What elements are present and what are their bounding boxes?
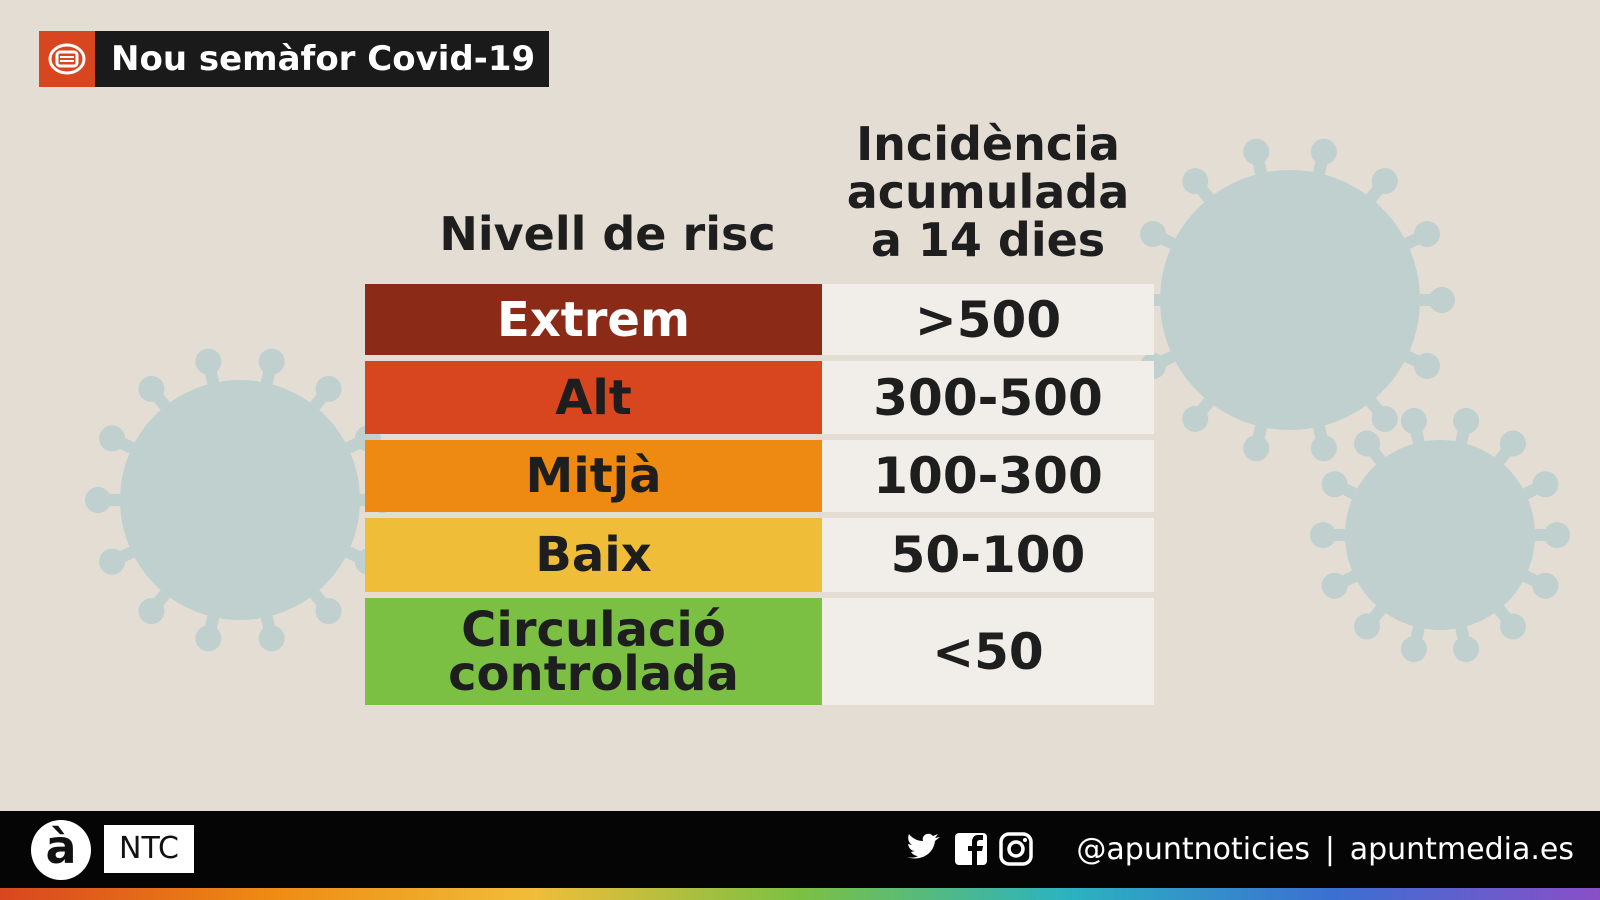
twitter-icon[interactable]: [907, 833, 940, 859]
virus-part: [195, 625, 222, 652]
virus-part: [258, 625, 285, 652]
virus-part: [1310, 435, 1337, 462]
virus-part: [1499, 430, 1526, 457]
virus-part: [1354, 613, 1381, 640]
virus-part: [1310, 522, 1336, 548]
virus-part: [1400, 636, 1427, 663]
column-header: Incidència acumulada a 14 dies: [846, 117, 1130, 267]
mask-icon: [39, 31, 95, 87]
incidence-range: 300-500: [822, 361, 1154, 434]
social-icons: [907, 832, 1033, 866]
virus-part: [99, 425, 126, 452]
instagram-icon[interactable]: [999, 832, 1033, 866]
title-box: Nou semàfor Covid-19: [39, 31, 550, 87]
incidence-range: 50-100: [822, 518, 1154, 592]
virus-part: [1532, 572, 1559, 599]
rainbow-strip: [0, 888, 1600, 900]
virus-part: [1345, 440, 1535, 630]
virus-part: [1160, 170, 1420, 430]
virus-part: [1453, 407, 1480, 434]
brand-label: NTC: [104, 825, 194, 873]
virus-part: [1243, 435, 1270, 462]
incidence-range: 100-300: [822, 440, 1154, 512]
virus-part: [138, 375, 165, 402]
virus-part: [1140, 221, 1167, 248]
risk-level: Extrem: [365, 284, 822, 355]
virus-part: [1413, 221, 1440, 248]
virus-part: [1400, 407, 1427, 434]
virus-part: [1310, 138, 1337, 165]
virus-part: [1182, 405, 1209, 432]
virus-part: [1532, 471, 1559, 498]
footer-bar: à NTC @apuntnoticies | apuntmedia.es: [0, 811, 1600, 888]
virus-part: [1354, 430, 1381, 457]
virus-part: [85, 487, 111, 513]
risk-level: Alt: [365, 361, 822, 434]
virus-part: [1544, 522, 1570, 548]
website[interactable]: apuntmedia.es: [1349, 832, 1574, 867]
title: Nou semàfor Covid-19: [95, 31, 550, 87]
risk-level: Baix: [365, 518, 822, 592]
mask-glyph: [48, 43, 86, 75]
virus-part: [1182, 168, 1209, 195]
social-handle[interactable]: @apuntnoticies: [1076, 832, 1310, 867]
virus-part: [195, 348, 222, 375]
virus-part: [1321, 572, 1348, 599]
virus-part: [1243, 138, 1270, 165]
virus-part: [1321, 471, 1348, 498]
virus-part: [1371, 168, 1398, 195]
virus-part: [1371, 405, 1398, 432]
incidence-range: <50: [822, 598, 1154, 705]
risk-level: Circulació controlada: [365, 598, 822, 705]
virus-part: [1413, 352, 1440, 379]
separator: |: [1324, 832, 1335, 867]
virus-part: [315, 598, 342, 625]
virus-part: [120, 380, 360, 620]
virus-part: [138, 598, 165, 625]
virus-part: [99, 548, 126, 575]
virus-part: [1499, 613, 1526, 640]
incidence-range: >500: [822, 284, 1154, 355]
virus-part: [315, 375, 342, 402]
risk-level: Mitjà: [365, 440, 822, 512]
channel-logo: à: [31, 820, 91, 880]
virus-part: [258, 348, 285, 375]
virus-part: [1429, 287, 1455, 313]
virus-part: [1453, 636, 1480, 663]
column-header: Nivell de risc: [439, 207, 776, 261]
